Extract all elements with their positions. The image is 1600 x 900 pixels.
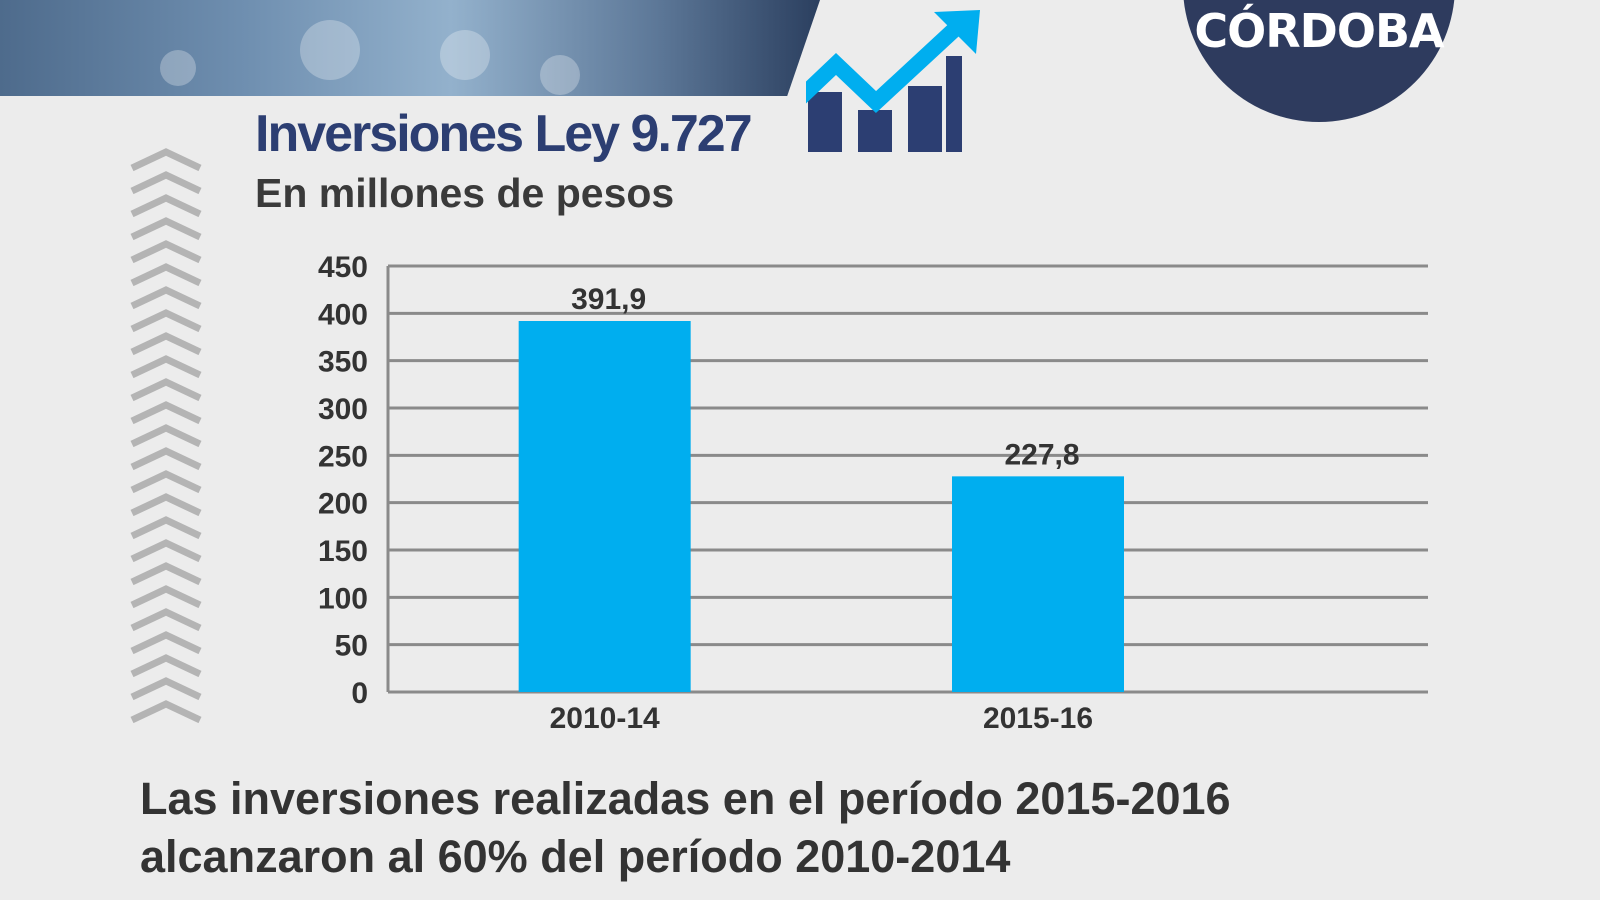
y-tick-label: 0 xyxy=(351,677,368,710)
chevron-up-icon xyxy=(130,401,202,425)
chevron-up-icon xyxy=(130,171,202,195)
y-tick-label: 150 xyxy=(318,535,368,568)
chevron-up-icon xyxy=(130,309,202,333)
chevron-up-icon xyxy=(130,677,202,701)
chevron-up-icon xyxy=(130,700,202,724)
x-tick-label: 2010-14 xyxy=(550,702,660,735)
data-label: 227,8 xyxy=(1004,438,1079,471)
bar-chart: 0 50 100 150 200 250 300 350 400 450 391,9 2010-14 2… xyxy=(318,251,1428,735)
y-tick-label: 300 xyxy=(318,393,368,426)
chevron-up-icon xyxy=(130,654,202,678)
chevron-up-icon xyxy=(130,447,202,471)
chevron-up-icon xyxy=(130,148,202,724)
chevron-up-icon xyxy=(130,424,202,448)
bar xyxy=(518,321,691,692)
chart-title: Inversiones Ley 9.727 xyxy=(255,105,753,163)
chevron-up-icon xyxy=(130,240,202,264)
chevron-up-icon xyxy=(130,516,202,540)
chevron-up-icon xyxy=(130,263,202,287)
chevron-up-icon xyxy=(130,585,202,609)
y-tick-label: 350 xyxy=(318,346,368,379)
chevron-up-icon xyxy=(130,194,202,218)
y-tick-label: 50 xyxy=(335,630,368,663)
y-tick-label: 250 xyxy=(318,440,368,473)
chevron-up-icon xyxy=(130,562,202,586)
chevron-up-icon xyxy=(130,493,202,517)
data-label: 391,9 xyxy=(571,283,646,316)
chevron-up-icon xyxy=(130,631,202,655)
chart-subtitle: En millones de pesos xyxy=(255,170,675,216)
chevron-up-icon xyxy=(130,148,202,172)
y-tick-label: 450 xyxy=(318,251,368,284)
footer-line-2: alcanzaron al 60% del período 2010-2014 xyxy=(140,831,1011,882)
chevron-up-icon xyxy=(130,378,202,402)
chevron-up-icon xyxy=(130,539,202,563)
bar xyxy=(952,476,1124,692)
chevron-up-icon xyxy=(130,286,202,310)
x-tick-label: 2015-16 xyxy=(983,702,1093,735)
header-banner-image xyxy=(0,0,820,96)
chevron-up-icon xyxy=(130,332,202,356)
logo-text: CÓRDOBA xyxy=(1194,4,1444,58)
footer-line-1: Las inversiones realizadas en el período… xyxy=(140,773,1231,824)
y-tick-label: 400 xyxy=(318,298,368,331)
chevron-up-icon xyxy=(130,470,202,494)
chevron-up-icon xyxy=(130,217,202,241)
footer-note: Las inversiones realizadas en el período… xyxy=(140,770,1231,886)
chevron-up-icon xyxy=(130,355,202,379)
y-tick-label: 200 xyxy=(318,488,368,521)
y-tick-label: 100 xyxy=(318,582,368,615)
growth-arrow-icon xyxy=(806,10,980,152)
chevron-up-icon xyxy=(130,608,202,632)
